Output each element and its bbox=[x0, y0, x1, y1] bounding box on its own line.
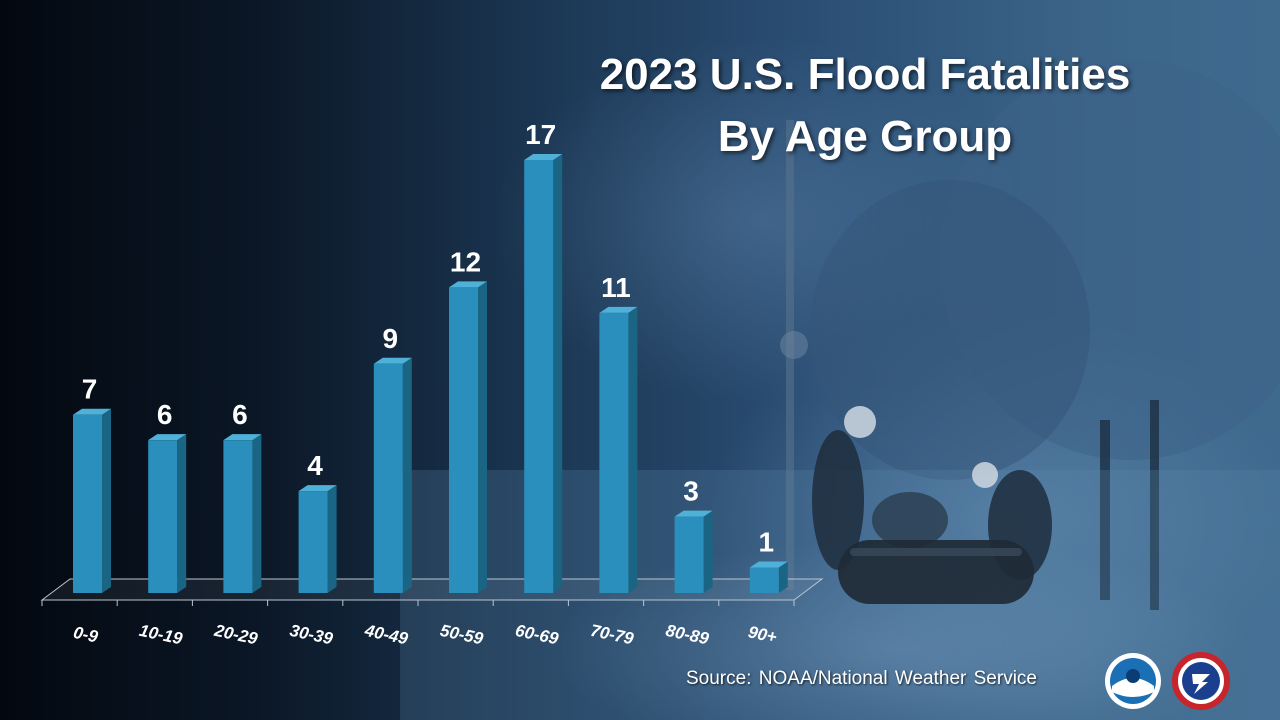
bar-side bbox=[252, 434, 262, 593]
category-label: 40-49 bbox=[362, 621, 410, 649]
bar-top bbox=[599, 306, 638, 313]
bar-side bbox=[628, 306, 638, 593]
value-label: 4 bbox=[307, 450, 323, 481]
value-label: 17 bbox=[525, 119, 556, 150]
bar-top bbox=[73, 408, 111, 415]
tree-trunk-2 bbox=[1150, 400, 1159, 610]
helmet-2 bbox=[972, 462, 998, 488]
bar-top bbox=[749, 561, 788, 568]
bar-top bbox=[449, 281, 487, 288]
category-label: 30-39 bbox=[288, 621, 335, 649]
category-label: 70-79 bbox=[589, 621, 636, 649]
helmet-1 bbox=[844, 406, 876, 438]
bar-60-69 bbox=[524, 160, 554, 593]
value-label: 6 bbox=[232, 399, 248, 430]
bar-top bbox=[524, 154, 563, 160]
value-label: 3 bbox=[683, 476, 699, 507]
bar-10-19 bbox=[148, 440, 178, 593]
category-label: 50-59 bbox=[438, 621, 485, 649]
source-label: Source: bbox=[686, 668, 752, 689]
bar-side bbox=[327, 485, 337, 593]
rescuer-1 bbox=[812, 430, 864, 570]
data-labels: 7 6 6 4 9 12 17 11 3 1 bbox=[82, 119, 774, 558]
bar-20-29 bbox=[223, 440, 253, 593]
value-label: 7 bbox=[82, 374, 98, 405]
chart-title-line-1: 2023 U.S. Flood Fatalities bbox=[599, 50, 1131, 99]
source-text: NOAA/National Weather Service bbox=[758, 668, 1037, 689]
noaa-logo-icon bbox=[1105, 653, 1161, 709]
bar-side bbox=[778, 561, 788, 593]
source-credit: Source: NOAA/National Weather Service bbox=[686, 668, 1037, 690]
value-label: 12 bbox=[450, 246, 481, 277]
value-label: 6 bbox=[157, 399, 173, 430]
category-label: 60-69 bbox=[514, 621, 561, 649]
category-label: 10-19 bbox=[138, 621, 185, 649]
value-label: 11 bbox=[601, 272, 631, 303]
bar-top bbox=[298, 485, 337, 492]
bar-side bbox=[177, 434, 187, 593]
bar-90+ bbox=[749, 567, 779, 593]
bar-top bbox=[674, 510, 713, 517]
bar-80-89 bbox=[674, 516, 704, 593]
bars bbox=[73, 154, 788, 593]
value-label: 1 bbox=[759, 527, 775, 558]
bar-side bbox=[553, 154, 563, 593]
category-labels: 0-9 10-19 20-29 30-39 40-49 50-59 60-69 70-79 80… bbox=[72, 621, 779, 649]
category-label: 80-89 bbox=[664, 621, 711, 649]
bar-70-79 bbox=[599, 312, 629, 593]
tree-trunk bbox=[1100, 420, 1110, 600]
bar-top bbox=[373, 357, 412, 364]
chart-title: 2023 U.S. Flood Fatalities By Age Group bbox=[505, 44, 1225, 168]
category-label: 20-29 bbox=[212, 621, 260, 649]
nws-logo-icon bbox=[1172, 652, 1230, 710]
bar-50-59 bbox=[449, 287, 478, 593]
bar-side bbox=[478, 281, 487, 593]
bar-0-9 bbox=[73, 414, 102, 593]
category-label: 0-9 bbox=[72, 623, 101, 647]
rescuer-3 bbox=[872, 492, 948, 548]
bar-top bbox=[148, 434, 187, 441]
bar-side bbox=[402, 357, 412, 593]
tree-canopy-2 bbox=[810, 180, 1090, 480]
category-label: 90+ bbox=[746, 622, 778, 647]
raft-rim bbox=[850, 548, 1022, 556]
chart-title-line-2: By Age Group bbox=[717, 112, 1013, 161]
road-sign bbox=[780, 331, 808, 359]
bar-top bbox=[223, 434, 262, 441]
bar-side bbox=[703, 510, 713, 593]
bar-40-49 bbox=[373, 363, 403, 593]
bar-side bbox=[102, 408, 111, 593]
value-label: 9 bbox=[383, 323, 399, 354]
bar-30-39 bbox=[298, 491, 328, 593]
